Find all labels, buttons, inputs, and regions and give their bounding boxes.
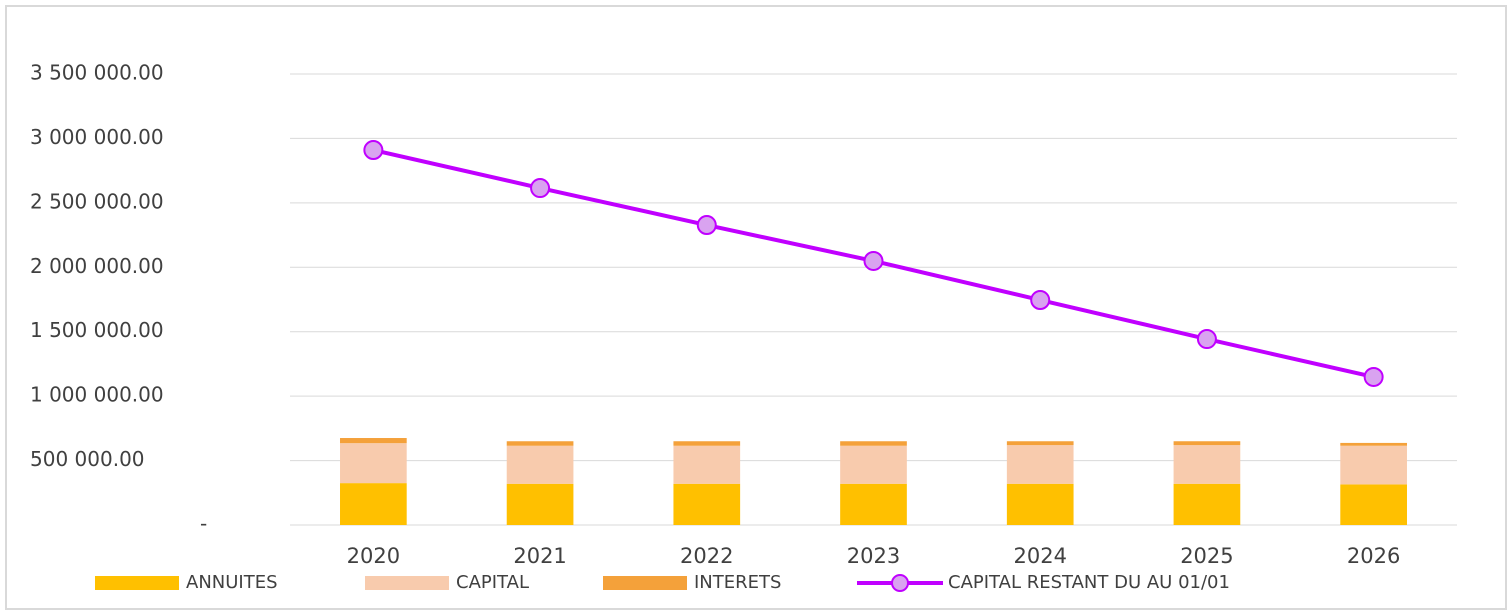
line-marker	[1196, 329, 1217, 350]
bar-segment	[506, 483, 574, 525]
y-tick-label: 1 000 000.00	[30, 383, 164, 407]
bar-segment	[340, 443, 407, 484]
line-marker	[1363, 366, 1384, 387]
chart-frame	[5, 5, 1507, 610]
x-tick-label: 2024	[1013, 544, 1066, 568]
bar-segment	[1006, 441, 1074, 446]
line-marker	[863, 250, 884, 271]
y-tick-label: 1 500 000.00	[30, 318, 164, 342]
y-tick-label: 3 000 000.00	[30, 125, 164, 149]
y-tick-label: 2 000 000.00	[30, 254, 164, 278]
bar-segment	[673, 445, 741, 484]
legend-swatch	[365, 576, 449, 590]
bar-segment	[340, 438, 407, 444]
legend-marker	[891, 574, 909, 592]
y-tick-label: 2 500 000.00	[30, 189, 164, 213]
bar-segment	[1340, 484, 1407, 525]
bar-segment	[506, 445, 574, 484]
bar-segment	[840, 483, 907, 525]
bar-segment	[340, 483, 407, 525]
bar-segment	[1340, 445, 1407, 485]
legend-swatch	[603, 576, 687, 590]
bar-segment	[673, 441, 741, 446]
bar-segment	[673, 483, 741, 525]
line-marker	[1030, 290, 1051, 311]
bar-segment	[1173, 445, 1241, 484]
bar-segment	[840, 441, 907, 446]
bar-segment	[1173, 483, 1241, 525]
x-tick-label: 2026	[1347, 544, 1400, 568]
y-tick-label: -	[200, 512, 207, 536]
line-marker	[696, 215, 717, 236]
bar-segment	[1340, 442, 1407, 446]
legend-label: ANNUITES	[186, 572, 278, 593]
line-marker	[530, 178, 551, 199]
x-tick-label: 2022	[680, 544, 733, 568]
legend-label: INTERETS	[694, 572, 781, 593]
bar-segment	[840, 445, 907, 484]
legend-label: CAPITAL RESTANT DU AU 01/01	[948, 572, 1230, 593]
bar-segment	[1006, 445, 1074, 484]
x-tick-label: 2025	[1180, 544, 1233, 568]
legend-swatch	[95, 576, 179, 590]
bar-segment	[1006, 483, 1074, 525]
legend-label: CAPITAL	[456, 572, 529, 593]
x-tick-label: 2021	[513, 544, 566, 568]
x-tick-label: 2020	[347, 544, 400, 568]
bar-segment	[506, 441, 574, 446]
line-marker	[363, 140, 384, 161]
y-tick-label: 3 500 000.00	[30, 61, 164, 85]
y-tick-label: 500 000.00	[30, 447, 145, 471]
x-tick-label: 2023	[847, 544, 900, 568]
bar-segment	[1173, 441, 1241, 446]
